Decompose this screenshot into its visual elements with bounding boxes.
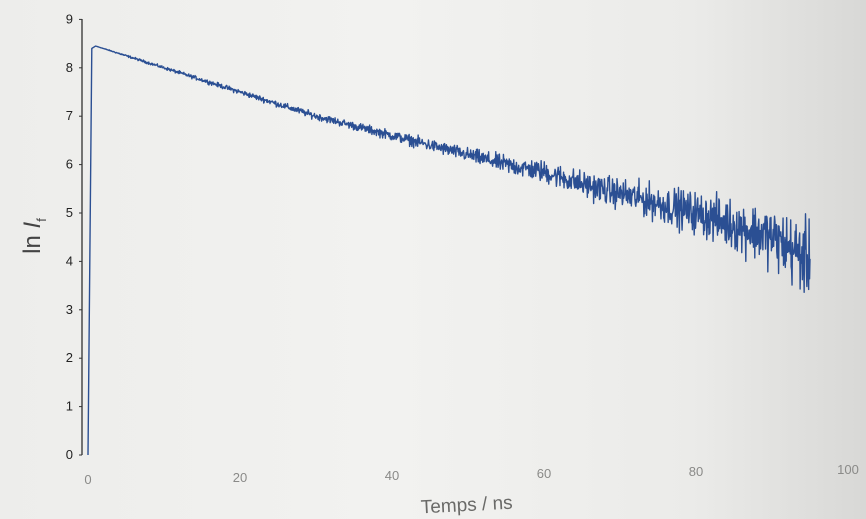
x-axis-title: Temps / ns xyxy=(420,493,513,519)
series-line xyxy=(87,45,811,456)
y-tick-label: 6 xyxy=(66,157,73,172)
x-tick-labels: 0 20 40 60 80 100 xyxy=(84,462,858,487)
y-tick-labels: 0 1 2 3 4 5 6 7 8 9 xyxy=(66,11,82,462)
x-tick-label: 20 xyxy=(233,470,247,485)
y-tick-label: 7 xyxy=(66,108,73,123)
y-axis-title: ln If xyxy=(19,218,49,254)
x-tick-label: 40 xyxy=(385,468,399,483)
x-tick-label: 100 xyxy=(837,462,859,477)
y-axis-title-prefix: ln xyxy=(19,228,46,253)
y-tick-label: 2 xyxy=(66,350,73,365)
series-group xyxy=(87,45,811,456)
y-tick-label: 1 xyxy=(66,399,73,414)
y-tick-label: 0 xyxy=(66,447,73,462)
x-tick-label: 80 xyxy=(689,464,703,479)
y-axis-title-subscript: f xyxy=(34,218,49,222)
x-tick-label: 0 xyxy=(84,472,91,487)
y-tick-label: 4 xyxy=(66,253,73,268)
y-tick-label: 3 xyxy=(66,302,73,317)
y-tick-label: 5 xyxy=(66,205,73,220)
y-axis-title-symbol: I xyxy=(19,221,46,228)
x-tick-label: 60 xyxy=(537,466,551,481)
y-tick-label: 9 xyxy=(66,11,73,26)
y-tick-label: 8 xyxy=(66,60,73,75)
